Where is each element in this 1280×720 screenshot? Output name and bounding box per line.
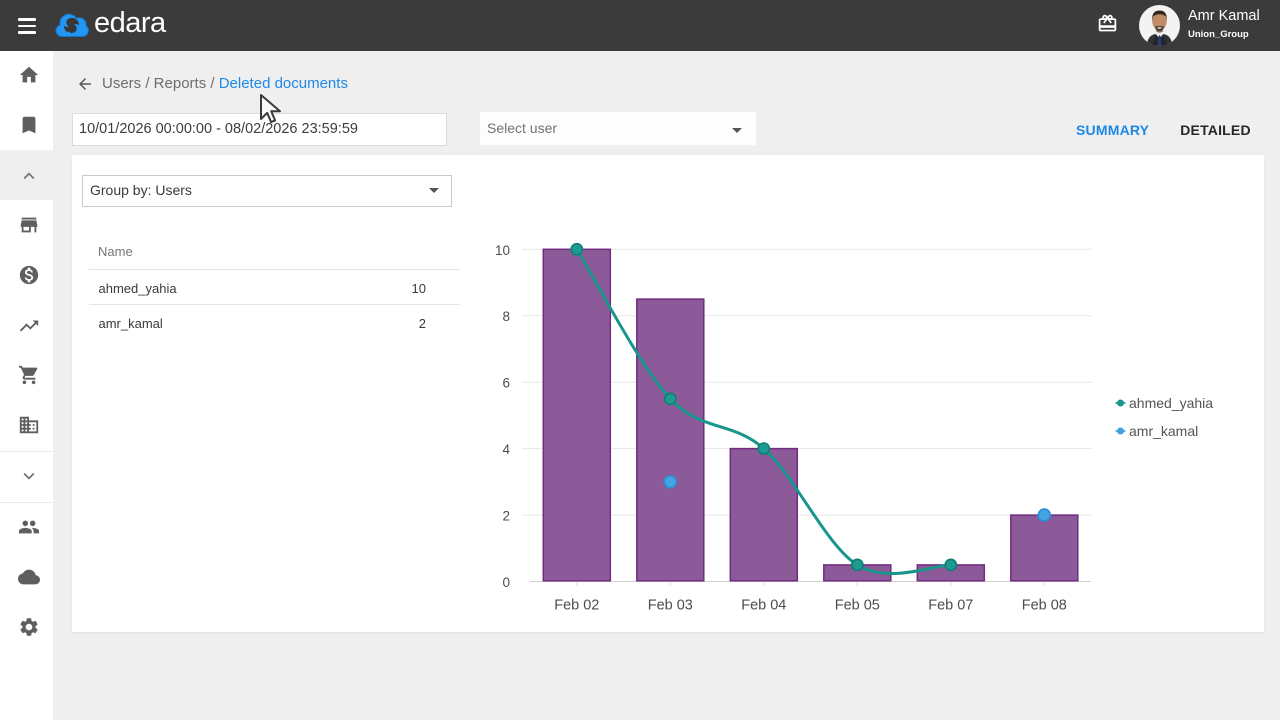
svg-text:Feb 04: Feb 04: [741, 598, 786, 614]
svg-text:0: 0: [502, 575, 510, 590]
svg-text:6: 6: [502, 376, 510, 391]
svg-text:Feb 03: Feb 03: [648, 598, 693, 614]
svg-text:amr_kamal: amr_kamal: [1129, 423, 1198, 439]
svg-text:4: 4: [502, 442, 510, 457]
svg-text:Feb 02: Feb 02: [554, 598, 599, 614]
svg-text:10: 10: [495, 243, 510, 258]
svg-text:Feb 08: Feb 08: [1022, 598, 1067, 614]
svg-text:8: 8: [502, 309, 510, 324]
svg-text:Feb 05: Feb 05: [835, 598, 880, 614]
svg-text:ahmed_yahia: ahmed_yahia: [1129, 396, 1213, 411]
svg-text:2: 2: [502, 509, 510, 524]
svg-text:Feb 07: Feb 07: [928, 598, 973, 614]
